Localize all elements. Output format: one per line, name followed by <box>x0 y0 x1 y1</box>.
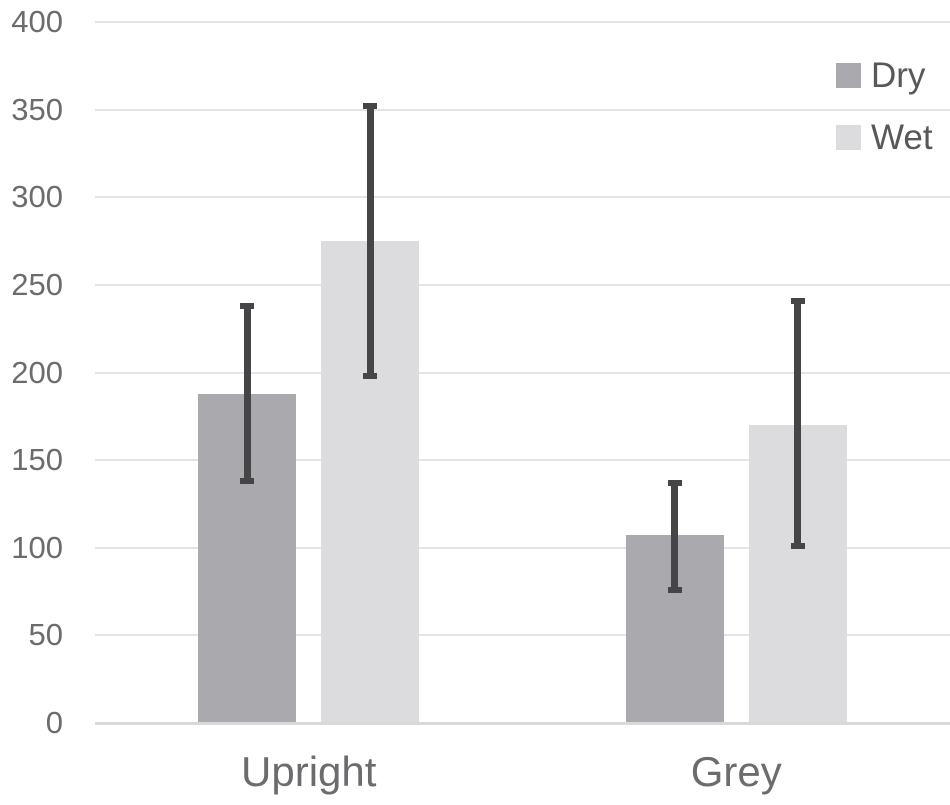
x-category-label-grey: Grey <box>690 748 782 795</box>
y-tick-label-0: 0 <box>45 705 63 740</box>
legend-swatch-wet <box>836 125 861 150</box>
legend-swatch-dry <box>836 63 861 88</box>
error-bar-cap-high-wet-upright <box>363 103 378 110</box>
y-tick-label-400: 400 <box>11 4 63 39</box>
error-bar-line-wet-grey <box>794 300 802 546</box>
y-tick-label-250: 250 <box>11 266 63 302</box>
gridline-250 <box>95 283 950 286</box>
x-category-label-upright: Upright <box>241 748 377 795</box>
error-bar-line-wet-upright <box>366 106 374 376</box>
error-bar-cap-low-dry-grey <box>667 586 682 593</box>
y-tick-label-100: 100 <box>11 529 63 565</box>
legend-item-wet: Wet <box>836 118 933 157</box>
gridline-400 <box>95 21 950 23</box>
y-tick-label-150: 150 <box>11 442 63 478</box>
error-bar-cap-high-dry-upright <box>240 302 255 309</box>
gridline-350 <box>95 108 950 111</box>
error-bar-line-dry-grey <box>671 482 679 590</box>
gridline-300 <box>95 196 950 199</box>
legend-label-wet: Wet <box>871 118 933 157</box>
legend-label-dry: Dry <box>871 56 926 95</box>
legend-item-dry: Dry <box>836 56 926 95</box>
y-tick-label-300: 300 <box>11 179 63 215</box>
gridline-100 <box>95 546 950 549</box>
y-tick-label-200: 200 <box>11 354 63 390</box>
error-bar-cap-low-wet-upright <box>363 373 378 379</box>
error-bar-cap-high-wet-grey <box>790 297 805 304</box>
error-bar-cap-high-dry-grey <box>667 479 682 486</box>
x-axis-line <box>95 722 950 725</box>
error-bar-cap-low-wet-grey <box>790 542 805 549</box>
error-bar-line-dry-upright <box>243 305 251 482</box>
gridline-150 <box>95 459 950 462</box>
gridline-200 <box>95 371 950 374</box>
error-bar-cap-low-dry-upright <box>240 478 255 485</box>
y-tick-label-350: 350 <box>11 91 63 127</box>
y-tick-label-50: 50 <box>28 617 63 653</box>
gridline-50 <box>95 634 950 637</box>
